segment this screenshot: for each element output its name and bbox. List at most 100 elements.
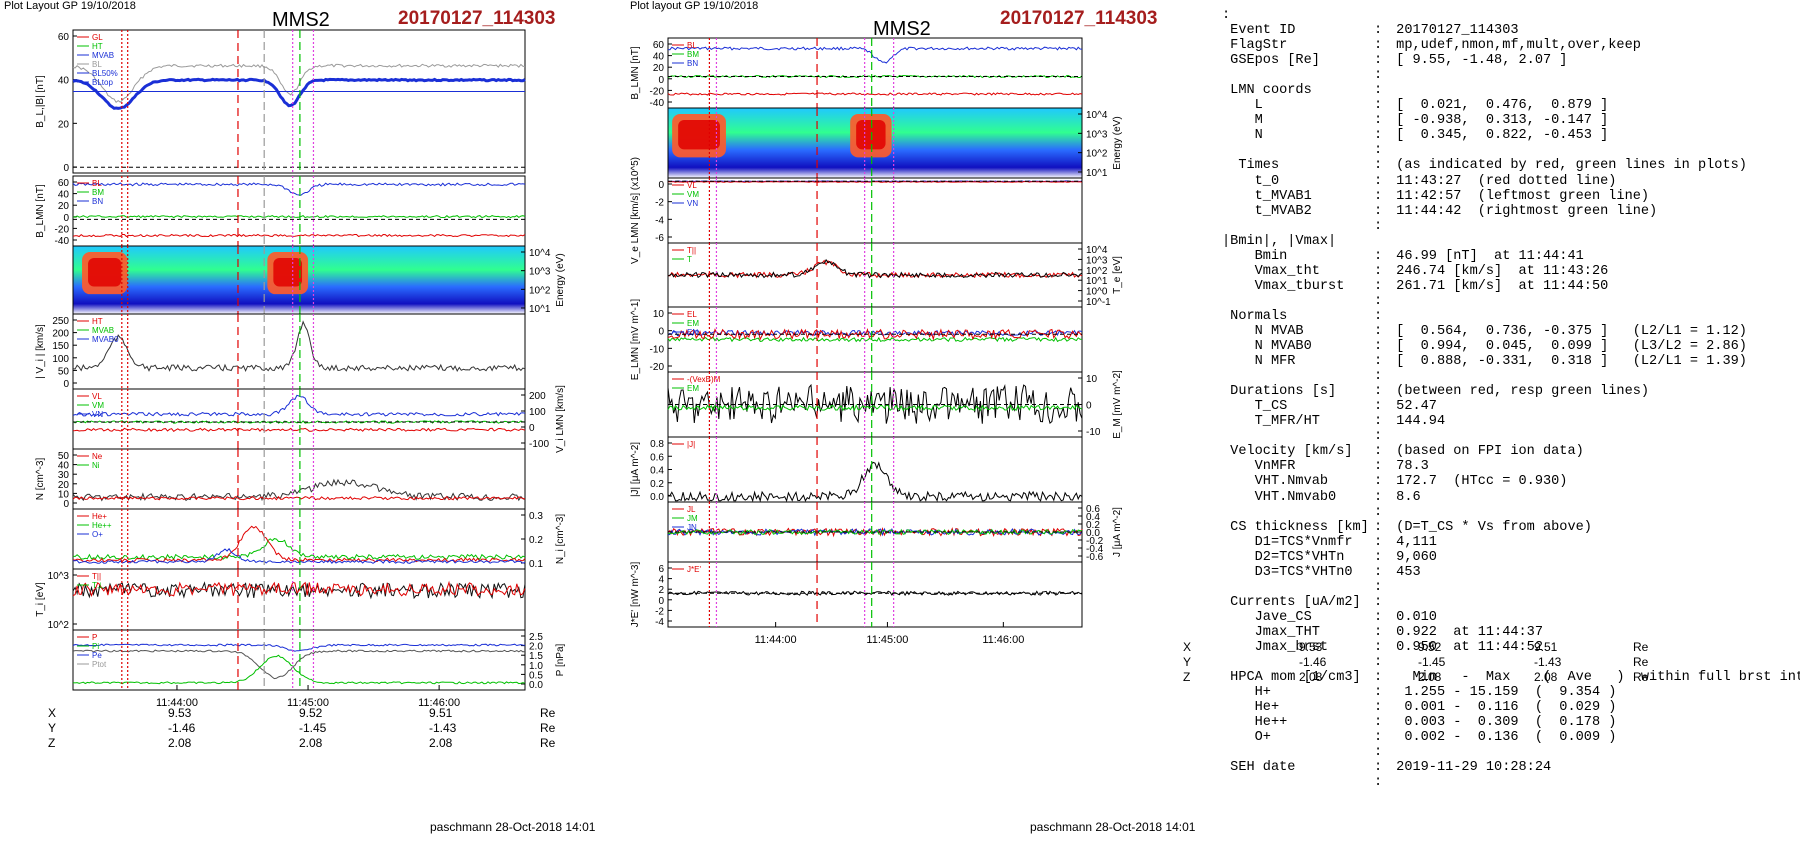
y-tick-label: -0.4 bbox=[1086, 544, 1104, 555]
info-row: Jmax_brst: 0.950 at 11:44:52 bbox=[1222, 640, 1800, 655]
info-row: |Bmin|, |Vmax| bbox=[1222, 234, 1800, 249]
info-colon: : bbox=[1374, 474, 1383, 490]
y-axis-label: T_e [eV] bbox=[1112, 256, 1123, 294]
info-key bbox=[1222, 580, 1374, 595]
data-trace bbox=[72, 495, 526, 501]
info-colon: : bbox=[1374, 624, 1383, 640]
y-tick-label: 60 bbox=[653, 40, 665, 51]
legend-label: P bbox=[92, 633, 97, 642]
y-tick-label: 0.2 bbox=[650, 479, 664, 490]
y-tick-label: 0 bbox=[658, 75, 664, 86]
position-value: -1.46 bbox=[1299, 655, 1327, 669]
info-colon: : bbox=[1374, 700, 1383, 716]
info-value: [ 0.345, 0.822, -0.453 ] bbox=[1388, 128, 1609, 144]
info-value: 0.001 - 0.116 ( 0.029 ) bbox=[1388, 700, 1617, 716]
info-colon: : bbox=[1374, 519, 1383, 535]
info-row: FlagStr: mp,udef,nmon,mf,mult,over,keep bbox=[1222, 38, 1800, 53]
info-colon: : bbox=[1374, 504, 1383, 520]
position-value: 9.53 bbox=[1299, 640, 1323, 654]
info-row: VHT.Nmvab0: 8.6 bbox=[1222, 490, 1800, 505]
y-tick-label: 40 bbox=[58, 461, 70, 472]
info-key bbox=[1222, 369, 1374, 384]
position-value: 2.08 bbox=[1299, 670, 1323, 684]
data-trace bbox=[72, 580, 526, 598]
data-trace bbox=[72, 77, 526, 110]
position-value: -1.45 bbox=[299, 721, 327, 735]
position-value: -1.45 bbox=[1418, 655, 1446, 669]
info-value: 0.010 bbox=[1388, 609, 1437, 625]
legend-label: JL bbox=[687, 505, 696, 514]
info-colon: : bbox=[1374, 384, 1383, 400]
y-tick-label: 20 bbox=[653, 63, 665, 74]
info-value bbox=[1388, 8, 1800, 23]
y-tick-label: -4 bbox=[655, 617, 664, 628]
info-value: (between red, resp green lines) bbox=[1388, 384, 1650, 400]
y-tick-label: 0.5 bbox=[529, 670, 543, 681]
y-tick-label: 10^3 bbox=[48, 571, 70, 582]
data-trace bbox=[667, 46, 1083, 64]
position-value: 9.52 bbox=[299, 706, 323, 720]
info-row: : bbox=[1222, 68, 1800, 83]
info-key: N bbox=[1222, 128, 1263, 144]
legend-label: VL bbox=[687, 181, 697, 190]
panel-frame bbox=[667, 561, 1083, 628]
info-colon: : bbox=[1374, 83, 1383, 99]
panel-8: 0.60.40.20.0-0.2-0.4-0.6 J [μA m^-2] JLJMJ… bbox=[667, 501, 1123, 563]
info-value: 0.002 - 0.136 ( 0.009 ) bbox=[1388, 730, 1617, 746]
info-row: Bmin: 46.99 [nT] at 11:44:41 bbox=[1222, 249, 1800, 264]
info-value: (based on FPI ion data) bbox=[1388, 444, 1584, 460]
info-value: 453 bbox=[1388, 564, 1421, 580]
info-row: : bbox=[1222, 775, 1800, 790]
data-trace bbox=[668, 181, 1083, 183]
panel-frame bbox=[72, 568, 526, 631]
panel-7: 0.3 0.2 0.1 N_i [cm^-3] He+He++O+ bbox=[72, 508, 566, 570]
info-row: Jave_CS: 0.010 bbox=[1222, 610, 1800, 625]
info-colon: : bbox=[1374, 53, 1383, 69]
info-colon: : bbox=[1374, 459, 1383, 475]
info-row: LMN coords: bbox=[1222, 83, 1800, 98]
info-value: 11:43:27 (red dotted line) bbox=[1388, 173, 1617, 189]
y-tick-label: 10^3 bbox=[529, 267, 551, 278]
position-value: 2.08 bbox=[1418, 670, 1442, 684]
y-tick-label: 10^4 bbox=[529, 248, 551, 259]
info-key: Vmax_tht bbox=[1222, 263, 1320, 279]
legend-label: GL bbox=[92, 33, 103, 42]
data-trace bbox=[72, 320, 526, 373]
info-row: : bbox=[1222, 369, 1800, 384]
position-row-label: X bbox=[1183, 640, 1192, 654]
info-row: Currents [uA/m2]: bbox=[1222, 595, 1800, 610]
legend-label: BL bbox=[687, 41, 697, 50]
info-row: L: [ 0.021, 0.476, 0.879 ] bbox=[1222, 98, 1800, 113]
info-value: [ 9.55, -1.48, 2.07 ] bbox=[1388, 53, 1568, 69]
info-colon: : bbox=[1374, 218, 1383, 234]
y-axis-label: N [cm^-3] bbox=[35, 458, 46, 501]
y-tick-label: 10 bbox=[1086, 374, 1098, 385]
info-key: Normals bbox=[1222, 308, 1288, 324]
y-tick-label: -10 bbox=[1086, 427, 1101, 438]
legend-label: He+ bbox=[92, 512, 107, 521]
info-value bbox=[1388, 294, 1800, 309]
y-tick-label: 40 bbox=[58, 190, 70, 201]
panel-frame bbox=[667, 436, 1083, 503]
info-row: VHT.Nmvab: 172.7 (HTcc = 0.930) bbox=[1222, 474, 1800, 489]
legend-label: VM bbox=[92, 401, 104, 410]
y-axis-label: E_M [mV m^-2] bbox=[1112, 370, 1123, 439]
y-tick-label: 10^0 bbox=[1086, 287, 1108, 298]
y-tick-label: 60 bbox=[58, 178, 70, 189]
info-key: Event ID bbox=[1222, 23, 1296, 39]
y-axis-label: | V_i | [km/s] bbox=[35, 324, 46, 379]
info-value: 46.99 [nT] at 11:44:41 bbox=[1388, 248, 1584, 264]
info-row: He+: 0.001 - 0.116 ( 0.029 ) bbox=[1222, 700, 1800, 715]
panel-7: 0.8 0.6 0.4 0.2 0.0 |J| [μA m^-2] |J| bbox=[630, 436, 1083, 503]
y-tick-label: 100 bbox=[52, 354, 69, 365]
panel-6: 10 0 -10 E_M [mV m^-2] -(VexB)MEM bbox=[667, 370, 1123, 439]
position-value: -1.43 bbox=[429, 721, 457, 735]
position-unit: Re bbox=[1633, 640, 1649, 654]
position-unit: Re bbox=[540, 706, 556, 720]
info-colon: : bbox=[1374, 444, 1383, 460]
info-value: 78.3 bbox=[1388, 459, 1429, 475]
legend-label: EM bbox=[687, 384, 699, 393]
legend-label: EN bbox=[687, 328, 698, 337]
legend-label: Pi bbox=[92, 642, 99, 651]
